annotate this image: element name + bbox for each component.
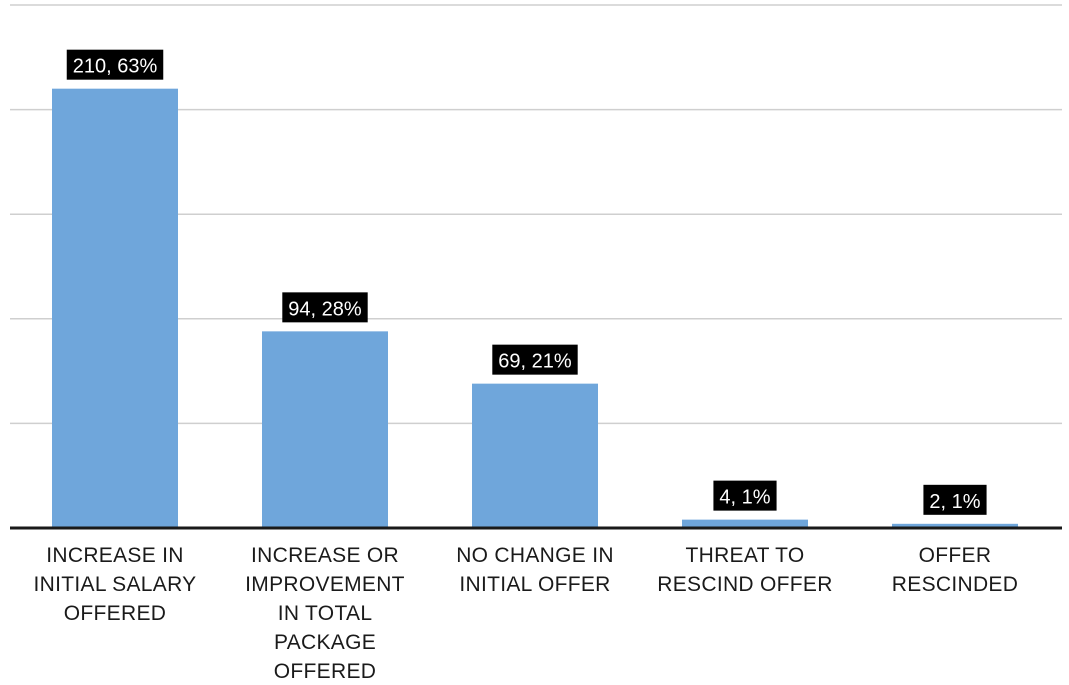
bars [52,88,1018,529]
data-label-background [923,484,987,515]
data-label-background [66,49,164,80]
category-label: NO CHANGE IN INITIAL OFFER [456,544,614,596]
data-label-background [713,480,777,511]
bar [52,88,178,529]
data-label: 4, 1% [719,487,770,509]
bar [682,519,808,528]
category-label: OFFER RESCINDED [892,544,1018,596]
category-label: INCREASE IN INITIAL SALARY OFFERED [34,544,197,625]
data-label: 94, 28% [288,298,362,320]
data-label: 210, 63% [73,56,158,78]
bar [472,383,598,528]
bar [892,523,1018,528]
data-label: 2, 1% [929,491,980,513]
category-label: INCREASE OR IMPROVEMENT IN TOTAL PACKAGE OFF… [245,544,405,683]
bar [262,331,388,528]
data-label-background [492,344,578,375]
category-label: THREAT TO RESCIND OFFER [657,544,832,596]
category-labels: INCREASE IN INITIAL SALARY OFFERED INCREASE… [34,544,1018,683]
data-label: 69, 21% [498,351,572,373]
gridlines [10,4,1062,425]
data-label-background [282,292,368,323]
data-labels: 210, 63% 94, 28% 69, 21% 4, 1% 2, 1% [66,49,987,515]
